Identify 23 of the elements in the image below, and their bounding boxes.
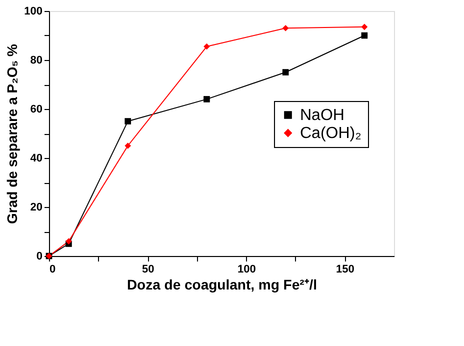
point [282,24,289,32]
x-tick-label: 100 [237,264,256,276]
point [282,69,289,76]
x-tick-label: 0 [50,264,56,276]
x-tick-label: 150 [336,264,354,276]
point [124,118,132,124]
point [124,142,132,149]
point [204,43,210,50]
legend-label: NaOH [300,107,344,124]
y-tick-label: 60 [30,104,42,116]
point [66,238,72,244]
y-tick-label: 80 [30,54,42,66]
x-tick-label: 50 [142,264,154,276]
point [361,24,368,30]
y-axis-title: Grad de separare a P₂O₅ % [4,43,20,224]
x-axis-title: Doza de coagulant, mg Fe²⁺/l [126,276,318,292]
y-tick-label: 20 [30,202,42,214]
y-tick-label: 0 [36,250,42,262]
point [361,32,368,39]
legend-label: Ca(OH)₂ [300,125,362,142]
point [204,96,210,102]
y-tick-label: 100 [24,6,42,18]
y-tick-label: 40 [30,152,42,164]
